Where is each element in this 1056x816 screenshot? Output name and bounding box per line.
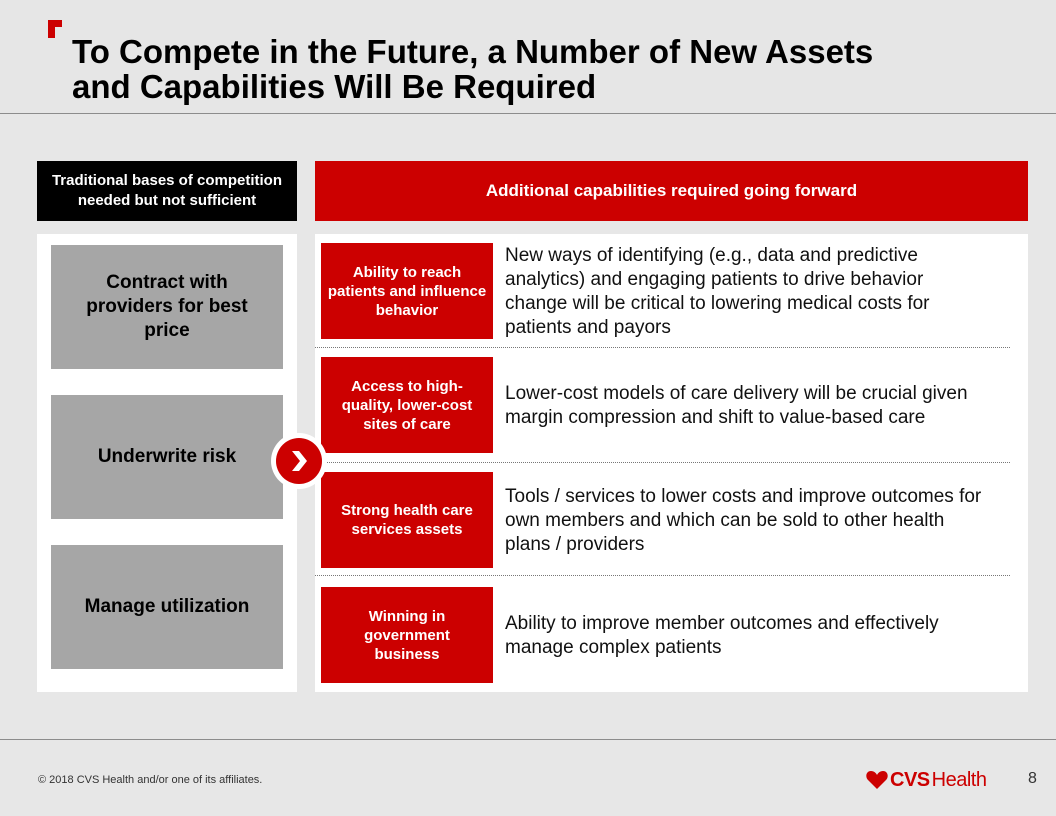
traditional-item-line: providers for best xyxy=(86,296,248,317)
capability-description-health-services: Tools / services to lower costs and impr… xyxy=(505,485,1020,557)
capability-label-line: services assets xyxy=(351,521,463,538)
capability-label-line: sites of care xyxy=(363,415,451,433)
chevron-glyph-icon xyxy=(292,451,307,471)
capability-description-reach-patients: New ways of identifying (e.g., data and … xyxy=(505,244,1020,340)
capability-label-line: Access to high- xyxy=(351,377,463,395)
capability-label-line: Strong health care xyxy=(341,502,473,519)
heart-icon xyxy=(866,771,888,789)
capability-description-sites-of-care: Lower-cost models of care delivery will … xyxy=(505,382,1020,430)
traditional-item-line: Manage utilization xyxy=(84,596,250,617)
slide-title: To Compete in the Future, a Number of Ne… xyxy=(72,34,1032,104)
traditional-item-line: price xyxy=(144,320,190,341)
traditional-header-line-1: Traditional bases of competition xyxy=(51,172,283,189)
cvs-corner-mark-icon xyxy=(48,20,62,38)
brand-cvs-text: CVS xyxy=(890,768,930,791)
footer-divider xyxy=(0,739,1056,740)
traditional-item-line: Contract with xyxy=(106,272,228,293)
capability-label-reach-patients: Ability to reach patients and influence … xyxy=(321,243,493,339)
capability-description-line: analytics) and engaging patients to driv… xyxy=(505,269,924,290)
capability-description-line: patients and payors xyxy=(505,317,671,338)
capability-description-line: plans / providers xyxy=(505,534,645,555)
capability-label-line: behavior xyxy=(375,301,439,319)
row-divider xyxy=(315,347,1010,348)
capability-description-line: manage complex patients xyxy=(505,637,722,658)
cvs-health-logo: CVS Health xyxy=(866,767,987,793)
row-divider xyxy=(315,462,1010,463)
additional-capabilities-header-text: Additional capabilities required going f… xyxy=(485,181,858,200)
capability-description-line: New ways of identifying (e.g., data and … xyxy=(505,245,918,266)
additional-capabilities-header: Additional capabilities required going f… xyxy=(315,161,1028,221)
capability-description-government: Ability to improve member outcomes and e… xyxy=(505,612,1020,660)
traditional-header-line-2: needed but not sufficient xyxy=(77,192,257,209)
capability-description-line: margin compression and shift to value-ba… xyxy=(505,407,926,428)
capability-description-line: Tools / services to lower costs and impr… xyxy=(505,486,982,507)
page-number: 8 xyxy=(1028,770,1037,787)
brand-health-text: Health xyxy=(931,768,987,791)
row-divider xyxy=(315,575,1010,576)
traditional-item-line: Underwrite risk xyxy=(97,446,237,467)
title-line-2: and Capabilities Will Be Required xyxy=(72,68,597,105)
title-line-1: To Compete in the Future, a Number of Ne… xyxy=(72,33,874,70)
chevron-right-icon xyxy=(271,433,327,489)
capability-label-line: government xyxy=(364,626,450,644)
capability-label-government: Winning in government business xyxy=(321,587,493,683)
traditional-item-utilization: Manage utilization xyxy=(51,545,283,669)
capability-description-line: Lower-cost models of care delivery will … xyxy=(505,383,968,404)
capability-description-line: own members and which can be sold to oth… xyxy=(505,510,945,531)
capability-label-line: Winning in xyxy=(368,607,446,625)
capability-label-sites-of-care: Access to high- quality, lower-cost site… xyxy=(321,357,493,453)
capability-label-line: business xyxy=(374,645,440,663)
traditional-header: Traditional bases of competition needed … xyxy=(37,161,297,221)
capability-label-line: quality, lower-cost xyxy=(341,396,473,414)
capability-description-line: Ability to improve member outcomes and e… xyxy=(505,613,939,634)
slide-header: To Compete in the Future, a Number of Ne… xyxy=(0,0,1056,114)
traditional-item-underwrite: Underwrite risk xyxy=(51,395,283,519)
capability-label-health-services: Strong health care services assets xyxy=(321,472,493,568)
capability-label-line: Ability to reach xyxy=(352,263,462,281)
capabilities-panel: Ability to reach patients and influence … xyxy=(315,234,1028,692)
traditional-item-contract: Contract with providers for best price xyxy=(51,245,283,369)
capability-label-line: patients and influence xyxy=(327,282,487,300)
capability-description-line: change will be critical to lowering medi… xyxy=(505,293,930,314)
copyright-text: © 2018 CVS Health and/or one of its affi… xyxy=(38,774,263,786)
chevron-circle xyxy=(276,438,322,484)
traditional-panel: Contract with providers for best price U… xyxy=(37,234,297,692)
